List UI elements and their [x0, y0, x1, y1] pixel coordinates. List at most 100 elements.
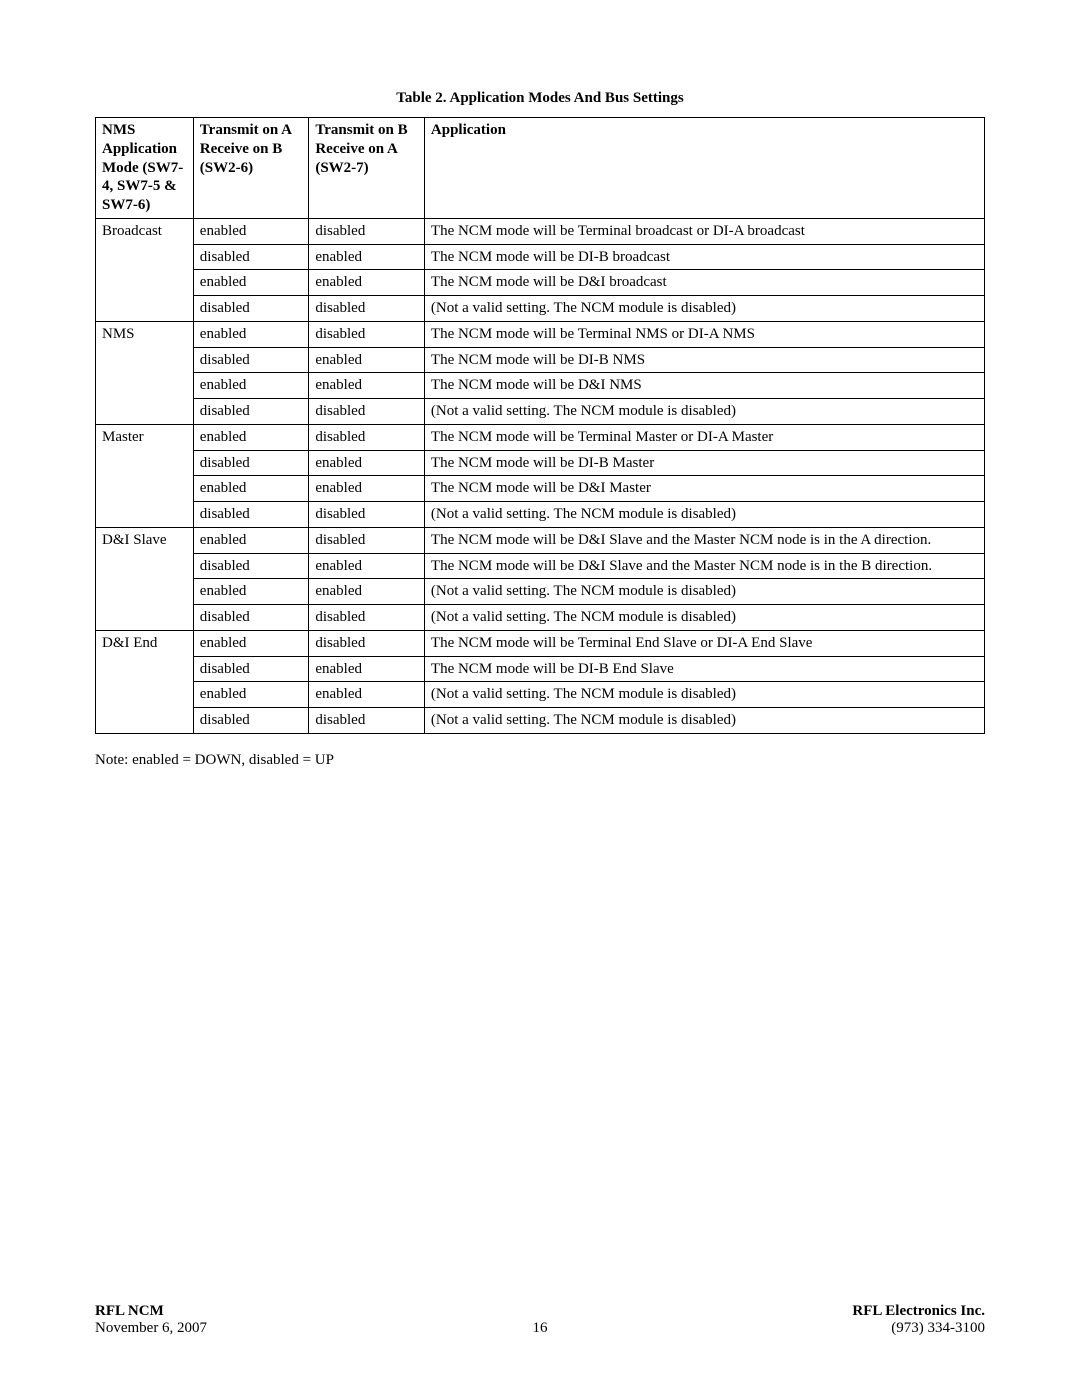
cell-application: The NCM mode will be Terminal Master or … — [424, 424, 984, 450]
footer-left-title: RFL NCM — [95, 1303, 164, 1320]
cell-application: (Not a valid setting. The NCM module is … — [424, 502, 984, 528]
table-row: enabledenabledThe NCM mode will be D&I M… — [96, 476, 985, 502]
cell-tx-b: disabled — [309, 630, 425, 656]
cell-mode — [96, 553, 194, 579]
table-row: disabledenabledThe NCM mode will be DI-B… — [96, 656, 985, 682]
cell-tx-a: enabled — [193, 630, 309, 656]
table-row: disableddisabled(Not a valid setting. Th… — [96, 502, 985, 528]
cell-tx-b: disabled — [309, 399, 425, 425]
cell-mode — [96, 708, 194, 734]
table-row: disableddisabled(Not a valid setting. Th… — [96, 605, 985, 631]
cell-application: The NCM mode will be D&I broadcast — [424, 270, 984, 296]
cell-tx-a: disabled — [193, 399, 309, 425]
cell-tx-a: enabled — [193, 682, 309, 708]
cell-tx-a: enabled — [193, 424, 309, 450]
cell-tx-b: enabled — [309, 373, 425, 399]
cell-mode — [96, 270, 194, 296]
cell-tx-a: disabled — [193, 450, 309, 476]
cell-tx-b: enabled — [309, 244, 425, 270]
cell-tx-a: disabled — [193, 502, 309, 528]
cell-application: (Not a valid setting. The NCM module is … — [424, 682, 984, 708]
cell-tx-b: enabled — [309, 682, 425, 708]
cell-tx-a: disabled — [193, 708, 309, 734]
cell-tx-b: disabled — [309, 296, 425, 322]
cell-mode: D&I Slave — [96, 527, 194, 553]
cell-application: The NCM mode will be Terminal broadcast … — [424, 218, 984, 244]
application-modes-table: NMS Application Mode (SW7-4, SW7-5 & SW7… — [95, 117, 985, 734]
cell-application: The NCM mode will be DI-B NMS — [424, 347, 984, 373]
cell-mode — [96, 399, 194, 425]
cell-application: (Not a valid setting. The NCM module is … — [424, 296, 984, 322]
cell-tx-a: enabled — [193, 579, 309, 605]
cell-tx-a: enabled — [193, 321, 309, 347]
cell-mode: Broadcast — [96, 218, 194, 244]
page-footer: RFL NCM RFL Electronics Inc. November 6,… — [95, 1303, 985, 1337]
table-row: enabledenabled(Not a valid setting. The … — [96, 579, 985, 605]
cell-mode: Master — [96, 424, 194, 450]
cell-tx-b: enabled — [309, 579, 425, 605]
cell-tx-a: enabled — [193, 373, 309, 399]
table-header-row: NMS Application Mode (SW7-4, SW7-5 & SW7… — [96, 118, 985, 219]
cell-application: The NCM mode will be DI-B Master — [424, 450, 984, 476]
footer-page-number: 16 — [95, 1320, 985, 1337]
cell-mode — [96, 682, 194, 708]
cell-mode — [96, 502, 194, 528]
cell-application: The NCM mode will be DI-B broadcast — [424, 244, 984, 270]
cell-tx-a: disabled — [193, 347, 309, 373]
cell-mode — [96, 244, 194, 270]
table-row: MasterenableddisabledThe NCM mode will b… — [96, 424, 985, 450]
cell-tx-b: enabled — [309, 270, 425, 296]
cell-application: The NCM mode will be D&I NMS — [424, 373, 984, 399]
cell-application: (Not a valid setting. The NCM module is … — [424, 579, 984, 605]
col-header-mode: NMS Application Mode (SW7-4, SW7-5 & SW7… — [96, 118, 194, 219]
cell-application: (Not a valid setting. The NCM module is … — [424, 605, 984, 631]
cell-tx-b: disabled — [309, 502, 425, 528]
document-page: Table 2. Application Modes And Bus Setti… — [0, 0, 1080, 1397]
cell-tx-a: disabled — [193, 553, 309, 579]
col-header-tx-a: Transmit on A Receive on B (SW2-6) — [193, 118, 309, 219]
table-row: NMSenableddisabledThe NCM mode will be T… — [96, 321, 985, 347]
cell-tx-b: enabled — [309, 656, 425, 682]
cell-tx-a: disabled — [193, 296, 309, 322]
table-row: disabledenabledThe NCM mode will be DI-B… — [96, 244, 985, 270]
table-body: BroadcastenableddisabledThe NCM mode wil… — [96, 218, 985, 733]
cell-mode — [96, 373, 194, 399]
cell-application: (Not a valid setting. The NCM module is … — [424, 708, 984, 734]
cell-mode — [96, 656, 194, 682]
cell-mode — [96, 296, 194, 322]
table-row: D&I SlaveenableddisabledThe NCM mode wil… — [96, 527, 985, 553]
cell-tx-b: enabled — [309, 450, 425, 476]
table-row: disableddisabled(Not a valid setting. Th… — [96, 399, 985, 425]
table-row: disabledenabledThe NCM mode will be D&I … — [96, 553, 985, 579]
cell-tx-b: disabled — [309, 605, 425, 631]
table-row: disableddisabled(Not a valid setting. Th… — [96, 296, 985, 322]
table-row: enabledenabledThe NCM mode will be D&I N… — [96, 373, 985, 399]
table-row: D&I EndenableddisabledThe NCM mode will … — [96, 630, 985, 656]
cell-mode — [96, 347, 194, 373]
cell-application: The NCM mode will be Terminal NMS or DI-… — [424, 321, 984, 347]
col-header-app: Application — [424, 118, 984, 219]
table-row: BroadcastenableddisabledThe NCM mode wil… — [96, 218, 985, 244]
cell-tx-b: disabled — [309, 424, 425, 450]
cell-application: The NCM mode will be DI-B End Slave — [424, 656, 984, 682]
cell-tx-a: enabled — [193, 218, 309, 244]
cell-mode — [96, 476, 194, 502]
cell-tx-a: enabled — [193, 270, 309, 296]
cell-application: The NCM mode will be D&I Slave and the M… — [424, 527, 984, 553]
cell-tx-b: enabled — [309, 347, 425, 373]
cell-tx-a: enabled — [193, 527, 309, 553]
cell-mode — [96, 579, 194, 605]
cell-application: The NCM mode will be D&I Master — [424, 476, 984, 502]
cell-application: (Not a valid setting. The NCM module is … — [424, 399, 984, 425]
cell-tx-b: disabled — [309, 218, 425, 244]
cell-tx-b: disabled — [309, 321, 425, 347]
cell-application: The NCM mode will be Terminal End Slave … — [424, 630, 984, 656]
cell-application: The NCM mode will be D&I Slave and the M… — [424, 553, 984, 579]
table-row: enabledenabledThe NCM mode will be D&I b… — [96, 270, 985, 296]
cell-tx-a: enabled — [193, 476, 309, 502]
cell-tx-b: disabled — [309, 708, 425, 734]
cell-mode — [96, 605, 194, 631]
cell-tx-a: disabled — [193, 656, 309, 682]
cell-tx-a: disabled — [193, 605, 309, 631]
cell-mode: D&I End — [96, 630, 194, 656]
